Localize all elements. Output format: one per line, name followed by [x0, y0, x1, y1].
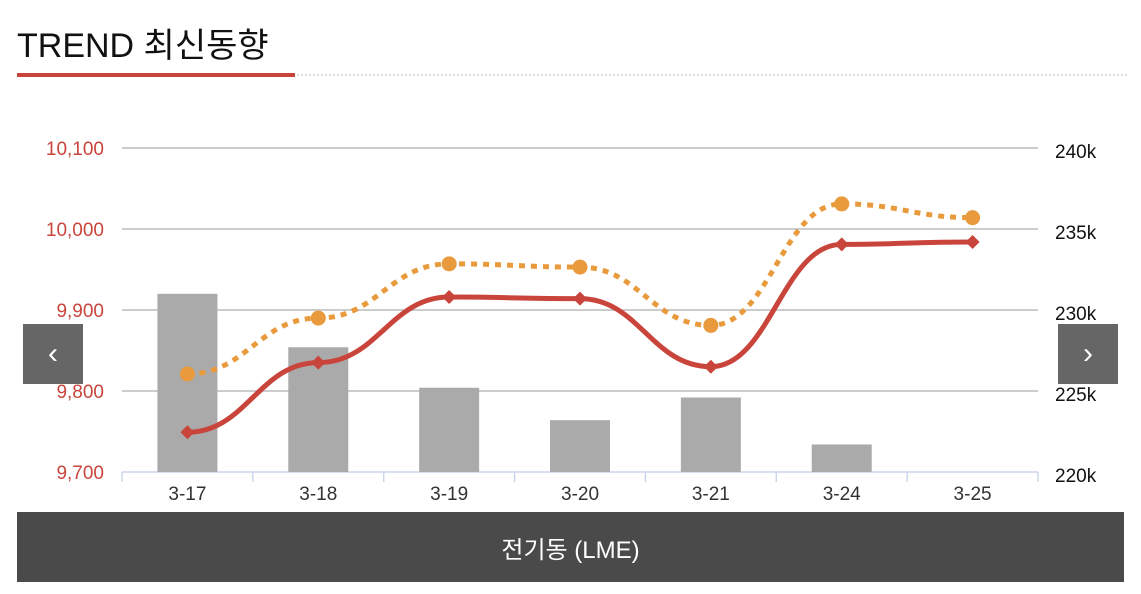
red-point: [442, 290, 457, 305]
orange-point: [310, 310, 326, 326]
left-tick-label: 10,100: [46, 139, 104, 160]
x-tick-label: 3-25: [954, 484, 992, 505]
left-tick-label: 9,900: [56, 301, 104, 322]
chevron-left-icon: ‹: [48, 337, 58, 370]
x-tick-label: 3-19: [430, 484, 468, 505]
chart-caption: 전기동 (LME): [501, 536, 640, 564]
red-point: [180, 425, 195, 440]
red-point: [573, 291, 587, 306]
left-tick-label: 9,700: [56, 463, 104, 484]
trend-chart: 9,700 220k 9,800 225k 9,900 230k 10,000 235k 10,…: [46, 139, 1097, 505]
right-tick-label: 225k: [1055, 385, 1097, 406]
chart-caption-bar: 전기동 (LME): [17, 512, 1124, 582]
chevron-right-icon: ›: [1083, 337, 1093, 370]
red-point: [965, 234, 980, 249]
page-title: TREND 최신동향: [17, 27, 269, 65]
right-tick-label: 235k: [1055, 223, 1097, 244]
red-point: [834, 237, 849, 252]
orange-point: [441, 256, 457, 272]
x-tick-label: 3-17: [168, 484, 206, 505]
right-tick-label: 240k: [1055, 142, 1097, 163]
bar: [811, 444, 872, 472]
orange-point: [965, 210, 981, 226]
red-point: [311, 355, 326, 370]
next-button[interactable]: ›: [1058, 324, 1118, 384]
prev-button[interactable]: ‹: [23, 324, 83, 384]
x-tick-label: 3-24: [823, 484, 861, 505]
right-tick-label: 220k: [1055, 466, 1097, 487]
bar: [157, 293, 218, 472]
red-point: [703, 359, 718, 374]
x-tick-label: 3-18: [299, 484, 337, 505]
right-tick-label: 230k: [1055, 304, 1097, 325]
left-tick-label: 10,000: [46, 220, 104, 241]
orange-point: [179, 366, 195, 382]
left-tick-label: 9,800: [56, 382, 104, 403]
title-divider: [297, 74, 1127, 76]
orange-point: [572, 259, 588, 275]
bar: [680, 397, 741, 472]
orange-point: [703, 317, 719, 333]
bar: [550, 420, 610, 472]
x-tick-label: 3-21: [692, 484, 730, 505]
bar: [419, 387, 480, 472]
title-underline: [17, 73, 295, 77]
x-tick-label: 3-20: [561, 484, 599, 505]
orange-point: [834, 196, 850, 212]
